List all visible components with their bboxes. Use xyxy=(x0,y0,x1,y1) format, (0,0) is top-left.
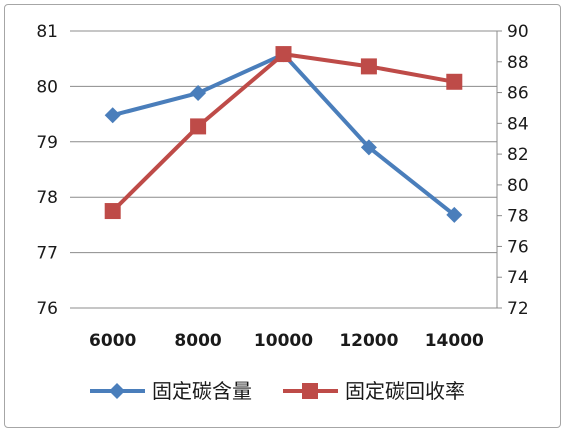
right-tick-label: 80 xyxy=(507,176,529,196)
left-tick-label: 81 xyxy=(36,22,58,42)
chart-frame xyxy=(4,4,561,428)
right-tick-label: 72 xyxy=(507,299,529,319)
right-tick-label: 86 xyxy=(507,84,529,104)
data-point-series-2 xyxy=(104,203,121,220)
right-tick-label: 84 xyxy=(507,114,529,134)
x-tick-label: 10000 xyxy=(254,331,313,351)
axes xyxy=(496,30,502,309)
series-line-2 xyxy=(111,52,455,213)
right-tick-label: 76 xyxy=(507,237,529,257)
data-point-series-2 xyxy=(190,118,207,135)
right-tick-label: 78 xyxy=(507,207,529,227)
right-tick-label: 88 xyxy=(507,53,529,73)
right-tick-label: 90 xyxy=(507,22,529,42)
data-point-series-1 xyxy=(104,107,121,124)
x-tick-label: 6000 xyxy=(89,331,136,351)
legend-marker-2 xyxy=(302,383,318,399)
left-tick-label: 78 xyxy=(36,188,58,208)
series-line-1 xyxy=(112,52,456,217)
data-point-series-1 xyxy=(446,206,463,223)
data-point-series-1 xyxy=(360,139,377,156)
left-tick-label: 80 xyxy=(36,77,58,97)
x-tick-label: 14000 xyxy=(425,331,484,351)
x-tick-label: 8000 xyxy=(174,331,221,351)
legend-label-1: 固定碳含量 xyxy=(152,379,252,403)
legend: 固定碳含量 固定碳回收率 xyxy=(90,379,465,403)
series-layer xyxy=(104,46,463,223)
legend-marker-1 xyxy=(109,383,125,399)
x-tick-label: 12000 xyxy=(339,331,398,351)
data-point-series-2 xyxy=(446,73,463,90)
data-point-series-2 xyxy=(275,46,292,63)
right-axis-ticks: 72 74 76 78 80 82 84 86 88 90 xyxy=(507,22,529,319)
left-tick-label: 79 xyxy=(36,133,58,153)
data-point-series-1 xyxy=(190,85,207,102)
data-point-series-2 xyxy=(360,58,377,75)
left-tick-label: 77 xyxy=(36,244,58,264)
legend-label-2: 固定碳回收率 xyxy=(345,379,465,403)
left-tick-label: 76 xyxy=(36,299,58,319)
left-axis-ticks: 76 77 78 79 80 81 xyxy=(36,22,58,319)
right-tick-label: 74 xyxy=(507,268,529,288)
right-tick-label: 82 xyxy=(507,145,529,165)
gridlines xyxy=(70,30,497,309)
x-axis-ticks: 6000 8000 10000 12000 14000 xyxy=(89,331,484,351)
